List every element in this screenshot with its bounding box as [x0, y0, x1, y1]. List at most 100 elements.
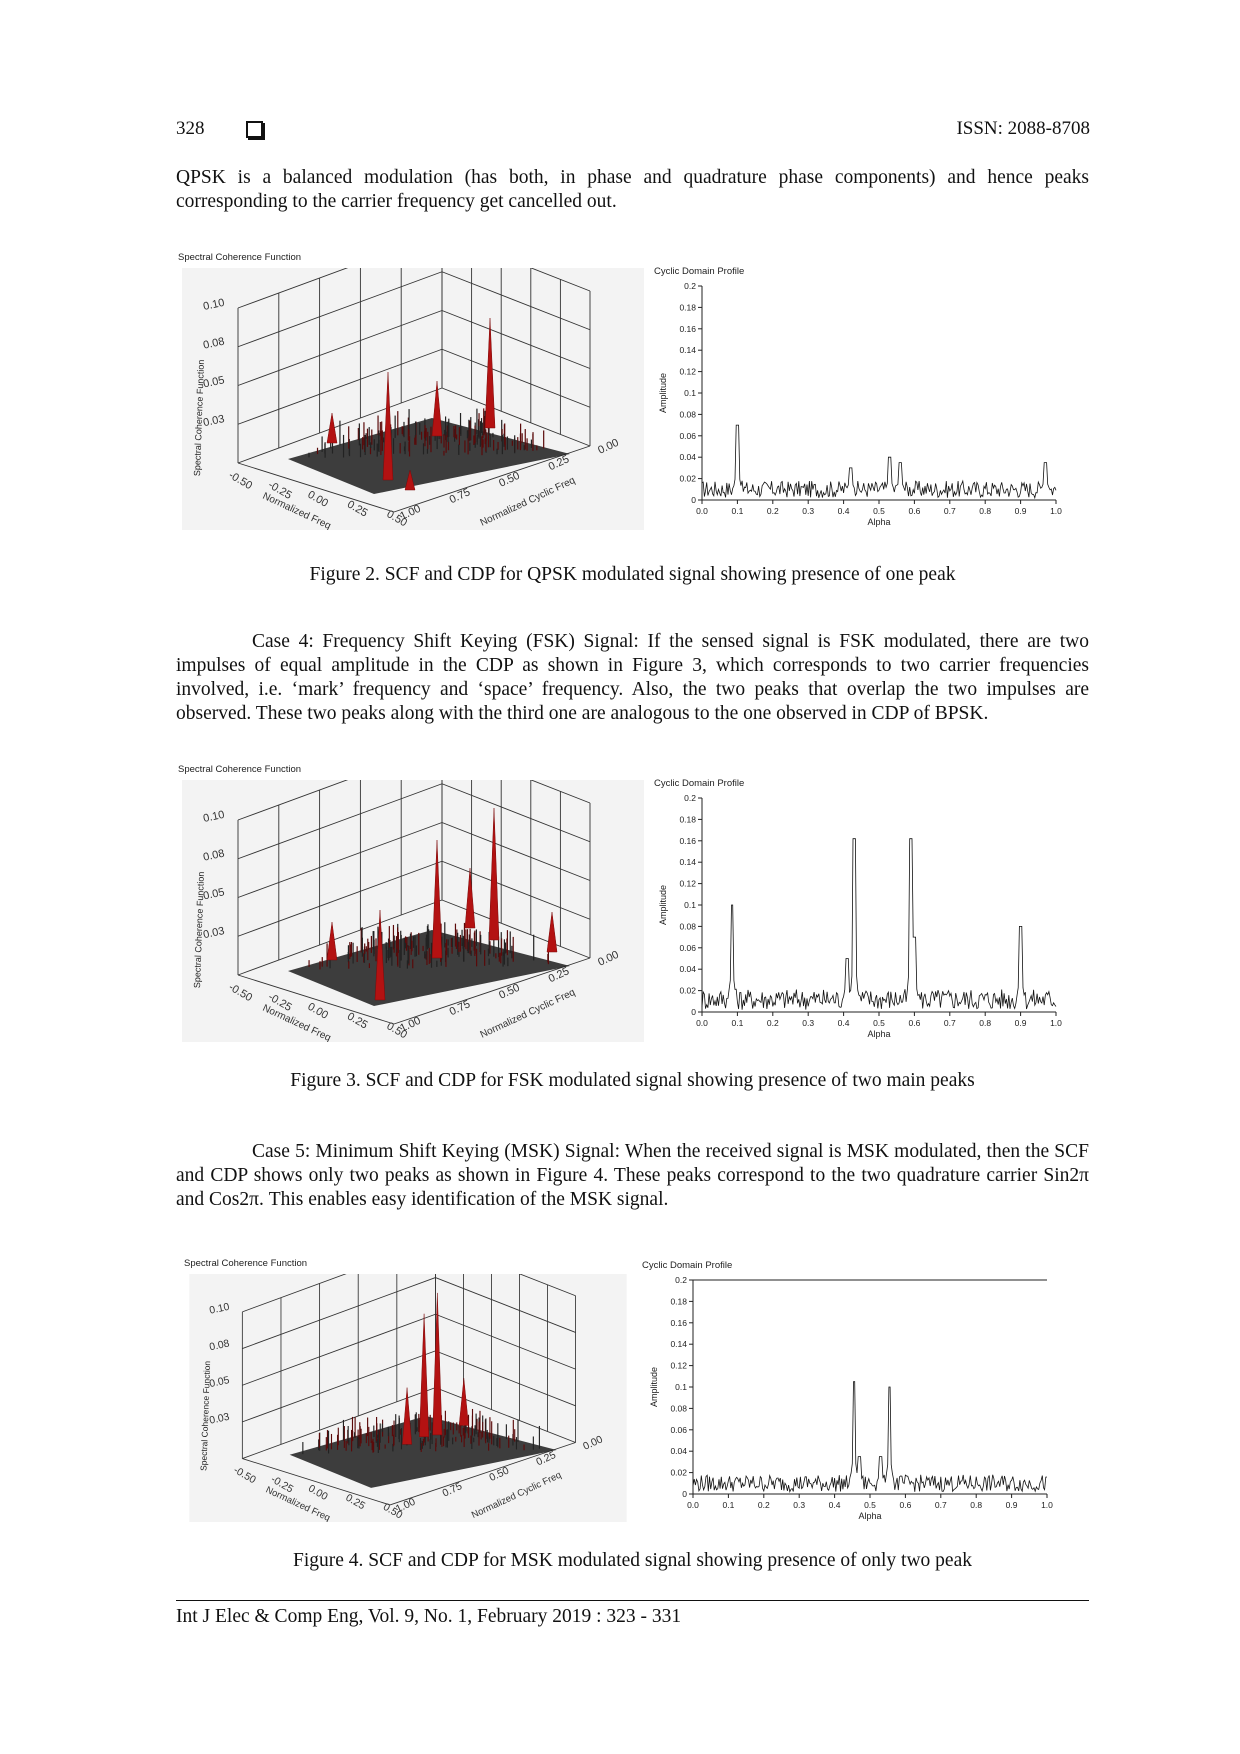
cdp-x-tick-label: 0.4	[829, 1500, 841, 1510]
cdp-y-tick-label: 0.2	[675, 1275, 687, 1285]
scf-z-tick-label: 0.10	[209, 1302, 231, 1317]
cdp-y-tick-label: 0.12	[670, 1361, 687, 1371]
scf-z-tick-label: 0.03	[202, 925, 225, 941]
scf-spikes	[302, 1292, 540, 1455]
cdp-series-line	[692, 1381, 1048, 1493]
cdp-x-tick-label: 0.3	[802, 506, 814, 516]
paragraph-fsk: Case 4: Frequency Shift Keying (FSK) Sig…	[176, 631, 1089, 724]
cdp-y-tick-label: 0.06	[679, 431, 696, 441]
scf-z-tick-label: 0.10	[202, 297, 225, 313]
cdp-y-tick-label: 0.18	[670, 1296, 687, 1306]
scf-z-tick-label: 0.05	[209, 1375, 231, 1390]
cdp-x-tick-label: 0.7	[944, 1018, 956, 1028]
cdp-y-tick-label: 0.08	[679, 921, 696, 931]
figure-2: Spectral Coherence Function 0.10 0.08 0.05…	[176, 250, 1089, 530]
figure-2-caption: Figure 2. SCF and CDP for QPSK modulated…	[309, 564, 956, 585]
paragraph-msk: Case 5: Minimum Shift Keying (MSK) Signa…	[176, 1141, 1089, 1210]
cdp-y-tick-label: 0.1	[684, 900, 696, 910]
cdp-x-tick-label: 1.0	[1050, 1018, 1062, 1028]
cdp-x-tick-label: 0.6	[908, 506, 920, 516]
scf-title: Spectral Coherence Function	[178, 764, 302, 775]
cdp-x-tick-label: 0.5	[873, 506, 885, 516]
scf-z-tick-label: 0.10	[202, 809, 225, 825]
cdp-y-tick-label: 0.16	[679, 324, 696, 334]
cdp-x-tick-label: 0.8	[970, 1500, 982, 1510]
cdp-y-tick-label: 0.08	[679, 409, 696, 419]
cdp-y-axis-label: Amplitude	[649, 1367, 659, 1407]
cdp-x-tick-label: 0.1	[731, 506, 743, 516]
cdp-title: Cyclic Domain Profile	[642, 1260, 733, 1271]
cdp-x-tick-label: 0.8	[979, 1018, 991, 1028]
cdp-y-tick-label: 0.04	[670, 1446, 687, 1456]
cdp-line-chart: 0 0.02 0.04 0.06 0.08 0.1 0.12 0.14 0.16 0.18 0.2 0…	[658, 793, 1062, 1039]
figure-3-caption: Figure 3. SCF and CDP for FSK modulated …	[290, 1070, 975, 1091]
scf-z-tick-label: 0.08	[202, 335, 225, 351]
cdp-x-tick-label: 0.3	[802, 1018, 814, 1028]
scf-surface	[288, 418, 570, 494]
cdp-x-tick-label: 0.2	[767, 1018, 779, 1028]
cdp-y-tick-label: 0.14	[670, 1339, 687, 1349]
cdp-y-tick-label: 0.18	[679, 814, 696, 824]
scf-spikes	[308, 317, 545, 491]
cdp-x-tick-label: 0.2	[758, 1500, 770, 1510]
cdp-x-tick-label: 0.0	[687, 1500, 699, 1510]
page-number: 328	[176, 118, 205, 139]
cdp-y-tick-label: 0.12	[679, 879, 696, 889]
cdp-x-tick-label: 0.1	[722, 1500, 734, 1510]
figure-4-caption: Figure 4. SCF and CDP for MSK modulated …	[292, 1550, 972, 1571]
cdp-x-tick-label: 1.0	[1050, 506, 1062, 516]
cdp-series-line	[701, 424, 1057, 500]
footer-citation: Int J Elec & Comp Eng, Vol. 9, No. 1, Fe…	[176, 1606, 682, 1627]
scf-z-tick-label: 0.05	[202, 374, 225, 390]
cdp-y-tick-label: 0.06	[670, 1425, 687, 1435]
cdp-x-tick-label: 0.9	[1006, 1500, 1018, 1510]
scf-z-axis-label: Spectral Coherence Function	[192, 359, 206, 476]
cdp-x-tick-label: 0.6	[908, 1018, 920, 1028]
figure-4: Spectral Coherence Function 0.10 0.08 0.05…	[176, 1256, 1089, 1526]
cdp-y-tick-label: 0.14	[679, 345, 696, 355]
cdp-y-tick-label: 0.16	[679, 836, 696, 846]
cdp-x-tick-label: 0.0	[696, 506, 708, 516]
cdp-y-tick-label: 0.12	[679, 367, 696, 377]
cdp-y-tick-label: 0	[691, 1007, 696, 1017]
cdp-x-axis-label: Alpha	[867, 1029, 890, 1039]
scf-title: Spectral Coherence Function	[184, 1258, 308, 1269]
scf-grid	[237, 268, 591, 513]
cdp-y-tick-label: 0.14	[679, 857, 696, 867]
cdp-line-chart: 0 0.02 0.04 0.06 0.08 0.1 0.12 0.14 0.16 0.18 0.2 0…	[658, 281, 1062, 527]
scf-z-tick-label: 0.08	[202, 847, 225, 863]
cdp-x-tick-label: 0.9	[1015, 506, 1027, 516]
cdp-x-tick-label: 0.7	[935, 1500, 947, 1510]
scf-spikes	[308, 807, 558, 1001]
cdp-title: Cyclic Domain Profile	[654, 266, 745, 277]
cdp-series-line	[701, 838, 1057, 1010]
scf-title: Spectral Coherence Function	[178, 252, 302, 263]
cdp-y-tick-label: 0.2	[684, 281, 696, 291]
scf-surface	[288, 930, 570, 1006]
cdp-x-tick-label: 0.4	[838, 506, 850, 516]
scf-z-tick-label: 0.03	[202, 413, 225, 429]
cdp-y-tick-label: 0.04	[679, 452, 696, 462]
cdp-x-tick-label: 0.0	[696, 1018, 708, 1028]
scf-z-axis-label: Spectral Coherence Function	[192, 871, 206, 988]
paragraph-qpsk: QPSK is a balanced modulation (has both,…	[176, 167, 1089, 212]
cdp-y-tick-label: 0.06	[679, 943, 696, 953]
cdp-y-axis-label: Amplitude	[658, 373, 668, 413]
scf-grid	[237, 780, 591, 1025]
cdp-y-tick-label: 0.04	[679, 964, 696, 974]
cdp-y-tick-label: 0.18	[679, 302, 696, 312]
cdp-x-tick-label: 0.6	[899, 1500, 911, 1510]
cdp-x-tick-label: 0.5	[873, 1018, 885, 1028]
cdp-x-tick-label: 0.3	[793, 1500, 805, 1510]
cdp-x-tick-label: 0.2	[767, 506, 779, 516]
cdp-x-tick-label: 0.7	[944, 506, 956, 516]
scf-z-axis-label: Spectral Coherence Function	[198, 1360, 212, 1471]
cdp-x-tick-label: 0.1	[731, 1018, 743, 1028]
issn-label: ISSN: 2088-8708	[956, 118, 1090, 139]
cdp-y-tick-label: 0.1	[684, 388, 696, 398]
cdp-y-tick-label: 0	[682, 1489, 687, 1499]
footer-rule	[176, 1600, 1089, 1601]
